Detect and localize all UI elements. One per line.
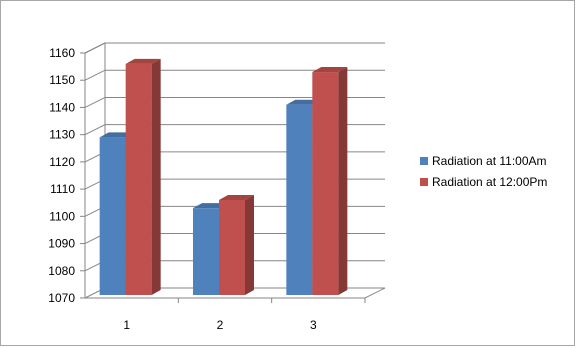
bar-2-3: [312, 67, 348, 295]
bar-top: [125, 58, 161, 64]
bar-side: [245, 195, 254, 295]
legend: Radiation at 11:00Am Radiation at 12:00Pm: [420, 154, 547, 189]
y-tick-label: 1150: [49, 73, 75, 87]
bar-front: [193, 208, 219, 295]
x-tick-label: 2: [217, 318, 224, 332]
bar-2-1: [125, 58, 161, 296]
bar-side: [151, 58, 161, 296]
bar-side: [338, 67, 348, 295]
gridline: [84, 42, 385, 54]
x-tick-label: 1: [123, 318, 130, 332]
legend-swatch: [420, 157, 428, 165]
y-tick-label: 1090: [48, 237, 75, 251]
legend-swatch: [420, 178, 428, 186]
y-tick-label: 1120: [49, 155, 75, 169]
y-axis-ticks: 1070 1080 1090 1100 1110 1120 1130 1140 1150 1160: [48, 46, 85, 305]
legend-label: Radiation at 11:00Am: [432, 154, 547, 168]
y-tick-label: 1140: [49, 100, 75, 114]
gridline: [84, 96, 385, 108]
y-tick-label: 1070: [48, 291, 75, 305]
y-tick-label: 1100: [49, 209, 75, 223]
bar-top: [219, 195, 254, 200]
bars: [99, 58, 348, 296]
y-tick-label: 1110: [50, 182, 75, 196]
bar-front: [125, 63, 152, 296]
legend-label: Radiation at 12:00Pm: [432, 175, 547, 189]
bar-front: [219, 200, 245, 295]
y-tick-label: 1080: [48, 264, 75, 278]
bar-front: [312, 72, 339, 295]
x-axis-ticks: 1 2 3: [123, 298, 366, 332]
bar-front: [99, 137, 126, 295]
bar-2-2: [219, 195, 254, 295]
y-tick-label: 1160: [49, 46, 75, 60]
bar-front: [286, 104, 313, 295]
x-tick-label: 3: [310, 318, 317, 332]
gridline: [84, 69, 385, 81]
bar-top: [312, 67, 348, 73]
y-tick-label: 1130: [49, 128, 75, 142]
